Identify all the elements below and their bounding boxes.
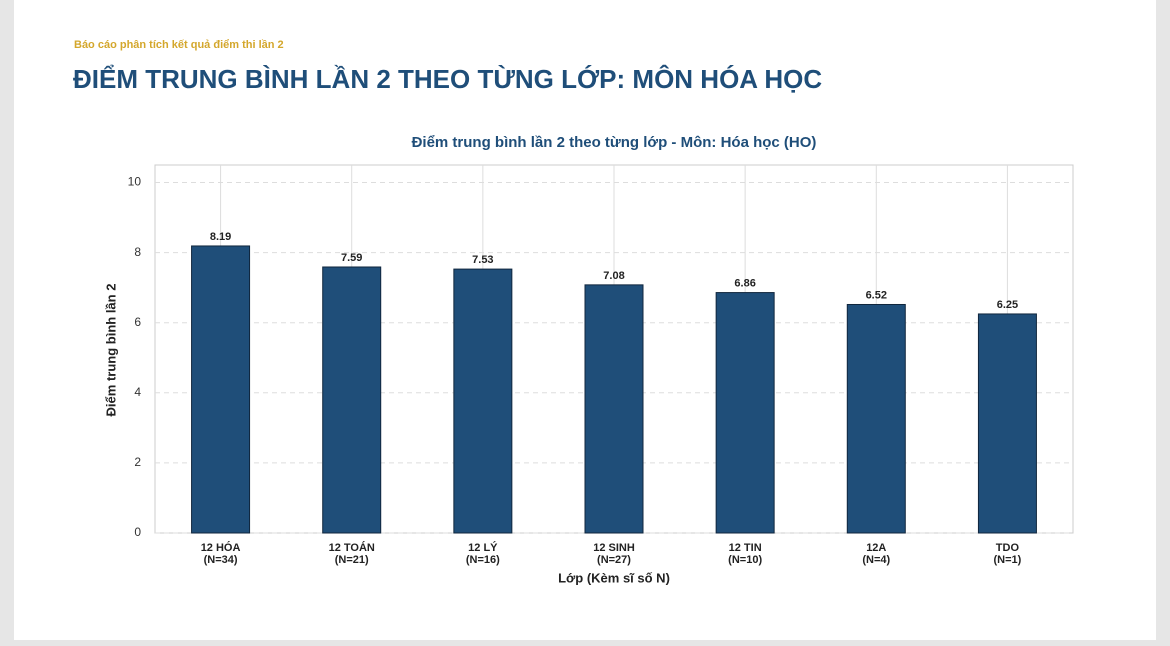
x-axis-label: Lớp (Kèm sĩ số N) xyxy=(558,570,670,585)
value-label: 7.53 xyxy=(472,254,493,266)
y-tick-label: 0 xyxy=(134,525,141,539)
bar xyxy=(453,268,513,534)
x-tick-label: 12 SINH (N=27) xyxy=(593,542,635,566)
report-title: ĐIỂM TRUNG BÌNH LẦN 2 THEO TỪNG LỚP: MÔN… xyxy=(73,64,823,94)
y-axis-label: Điểm trung bình lần 2 xyxy=(103,284,118,417)
bar xyxy=(977,313,1037,534)
chart-title: Điểm trung bình lần 2 theo từng lớp - Mô… xyxy=(412,134,817,151)
bar xyxy=(715,292,775,534)
y-tick-label: 2 xyxy=(134,455,141,469)
bar xyxy=(846,303,906,534)
x-tick-label: 12 LÝ (N=16) xyxy=(466,541,500,566)
x-tick-label: 12 TIN (N=10) xyxy=(728,542,762,566)
report-subtitle: Báo cáo phân tích kết quả điểm thi lần 2 xyxy=(74,39,284,51)
value-label: 6.86 xyxy=(734,277,755,289)
y-tick-label: 8 xyxy=(134,245,141,259)
bar xyxy=(584,284,644,534)
x-tick-label: 12A (N=4) xyxy=(862,542,890,566)
y-tick-label: 6 xyxy=(134,315,141,329)
x-tick-label: TDO (N=1) xyxy=(994,542,1022,566)
y-tick-label: 4 xyxy=(134,385,141,399)
value-label: 8.19 xyxy=(210,231,231,243)
x-tick-label: 12 TOÁN (N=21) xyxy=(329,541,375,566)
value-label: 6.25 xyxy=(997,299,1018,311)
y-tick-label: 10 xyxy=(128,175,142,189)
bar xyxy=(322,266,382,534)
value-label: 7.08 xyxy=(603,270,624,282)
value-label: 6.52 xyxy=(866,289,887,301)
bar xyxy=(191,245,251,534)
value-label: 7.59 xyxy=(341,252,362,264)
x-tick-label: 12 HÓA (N=34) xyxy=(201,541,241,566)
